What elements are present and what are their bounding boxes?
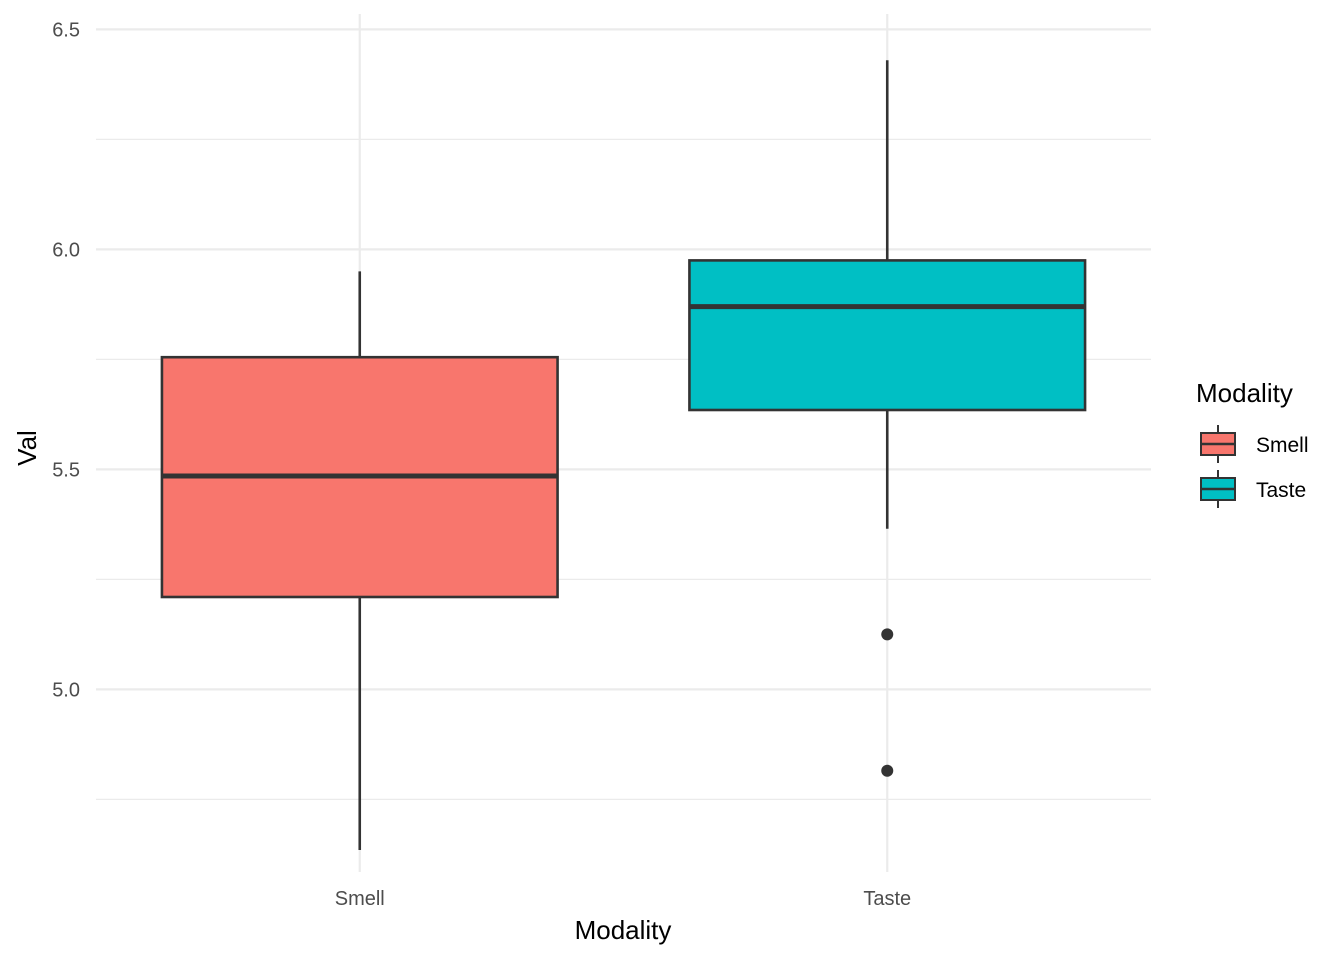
legend-item-smell: Smell bbox=[1200, 425, 1309, 463]
y-tick-label: 6.0 bbox=[52, 239, 80, 261]
outlier-point bbox=[881, 628, 894, 641]
legend-label: Smell bbox=[1256, 434, 1309, 457]
x-axis-title: Modality bbox=[575, 915, 672, 945]
x-tick-label: Smell bbox=[335, 888, 385, 910]
x-axis-ticks: Smell Taste bbox=[335, 888, 911, 910]
legend-items: Smell Taste bbox=[1200, 425, 1309, 508]
outlier-point bbox=[881, 764, 894, 777]
legend-label: Taste bbox=[1256, 479, 1306, 502]
legend: Modality Smell Taste bbox=[1196, 378, 1309, 508]
box-smell bbox=[160, 271, 559, 850]
y-tick-label: 5.5 bbox=[52, 459, 80, 481]
y-tick-label: 5.0 bbox=[52, 679, 80, 701]
legend-title: Modality bbox=[1196, 378, 1293, 408]
box-taste bbox=[688, 60, 1087, 777]
y-axis-title: Val bbox=[12, 430, 42, 466]
legend-item-taste: Taste bbox=[1200, 470, 1306, 508]
boxes bbox=[160, 60, 1087, 850]
y-tick-label: 6.5 bbox=[52, 19, 80, 41]
x-tick-label: Taste bbox=[863, 888, 911, 910]
y-axis-ticks: 5.0 5.5 6.0 6.5 bbox=[52, 19, 80, 701]
box-iqr bbox=[688, 259, 1087, 412]
